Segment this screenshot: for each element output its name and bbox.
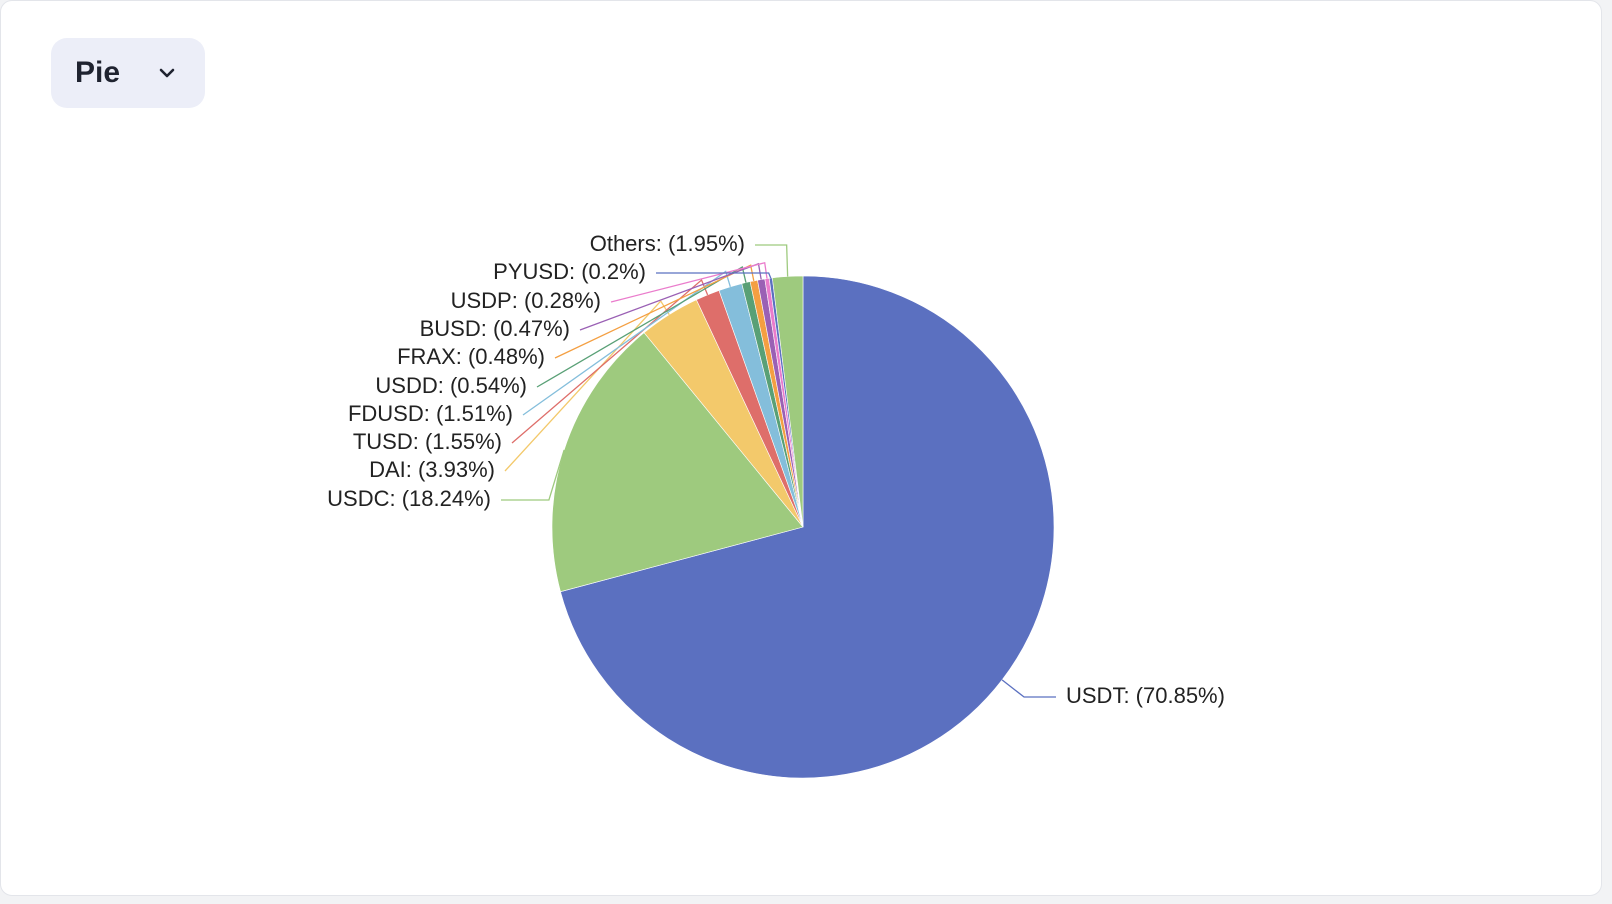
leader-line-tusd	[511, 278, 709, 444]
slice-label-others: Others: (1.95%)	[590, 231, 745, 256]
leader-line-usdt	[1001, 679, 1056, 698]
slice-label-usdp: USDP: (0.28%)	[451, 288, 601, 313]
chevron-down-icon	[159, 68, 175, 78]
leader-line-usdc	[501, 449, 565, 501]
slice-label-dai: DAI: (3.93%)	[369, 457, 495, 482]
slice-label-busd: BUSD: (0.47%)	[420, 316, 570, 341]
leader-line-frax	[554, 264, 755, 359]
leader-line-fdusd	[522, 270, 731, 416]
slice-label-usdt: USDT: (70.85%)	[1066, 683, 1225, 708]
slice-label-pyusd: PYUSD: (0.2%)	[493, 259, 646, 284]
leader-line-pyusd	[656, 272, 772, 279]
slice-label-frax: FRAX: (0.48%)	[397, 344, 545, 369]
slice-label-usdc: USDC: (18.24%)	[327, 486, 491, 511]
leader-line-usdd	[536, 265, 747, 388]
pie-slice-others[interactable]	[771, 275, 804, 528]
slice-label-tusd: TUSD: (1.55%)	[353, 429, 502, 454]
pie-slice-usdt[interactable]	[560, 275, 1055, 779]
chart-type-dropdown[interactable]: Pie	[51, 38, 205, 108]
chart-type-label: Pie	[75, 56, 121, 89]
slice-label-usdd: USDD: (0.54%)	[375, 373, 527, 398]
leader-line-others	[755, 244, 789, 277]
slice-label-fdusd: FDUSD: (1.51%)	[348, 401, 513, 426]
